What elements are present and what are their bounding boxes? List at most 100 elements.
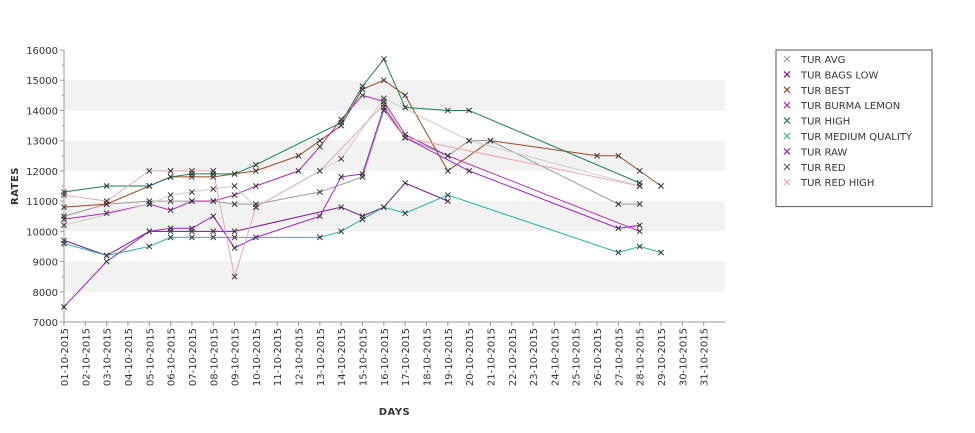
data-point (188, 198, 195, 205)
data-point (466, 167, 473, 174)
x-tick-label: 10-10-2015 (252, 328, 263, 386)
data-point (658, 249, 664, 256)
data-point (380, 101, 387, 108)
y-tick-label: 15000 (26, 76, 58, 87)
legend-label: TUR BEST (800, 86, 851, 97)
data-point (146, 243, 153, 250)
data-point (103, 258, 110, 265)
grid-band (64, 261, 725, 292)
data-point (231, 245, 238, 251)
data-point (636, 228, 643, 235)
x-tick-label: 22-10-2015 (508, 328, 519, 386)
legend-label: TUR AVG (800, 55, 845, 66)
data-point (444, 192, 451, 199)
series-line (63, 94, 640, 232)
legend-label: TUR BURMA LEMON (800, 101, 900, 112)
x-tick-label: 28-10-2015 (636, 328, 647, 386)
data-point (359, 83, 366, 90)
data-point (380, 56, 387, 63)
data-point (466, 107, 473, 114)
y-tick-label: 16000 (26, 46, 58, 57)
data-point (167, 173, 174, 180)
data-point (316, 189, 323, 195)
legend-label: TUR MEDIUM QUALITY (800, 132, 913, 143)
y-tick-label: 12000 (26, 167, 58, 178)
data-point (188, 189, 195, 195)
data-point (402, 134, 409, 141)
x-tick-label: 25-10-2015 (572, 328, 583, 386)
x-tick-label: 30-10-2015 (678, 328, 689, 386)
data-point (402, 92, 409, 99)
data-point (615, 249, 622, 256)
data-point (338, 155, 345, 162)
series-markers (61, 192, 664, 259)
y-axis-title: RATES (10, 167, 21, 205)
data-point (167, 234, 174, 241)
x-tick-label: 08-10-2015 (209, 328, 220, 386)
legend-label: TUR HIGH (800, 117, 850, 128)
series-markers (61, 56, 643, 195)
y-tick-label: 13000 (26, 137, 58, 148)
data-point (636, 201, 643, 208)
y-tick-label: 14000 (26, 106, 58, 117)
grid-band (64, 140, 725, 171)
y-tick-label: 11000 (26, 197, 58, 208)
data-point (61, 303, 67, 310)
x-tick-label: 13-10-2015 (316, 328, 327, 386)
legend: TUR AVG TUR BAGS LOW TUR BEST TUR BURMA LEM… (775, 49, 933, 208)
data-point (359, 216, 366, 223)
data-point (316, 167, 323, 174)
data-point (231, 192, 238, 199)
legend-marker (783, 163, 791, 171)
data-point (61, 216, 67, 223)
x-tick-label: 15-10-2015 (359, 328, 370, 386)
x-tick-label: 07-10-2015 (188, 328, 199, 386)
data-point (636, 183, 643, 189)
x-tick-label: 31-10-2015 (700, 328, 711, 386)
data-point (359, 92, 366, 99)
data-point (466, 137, 473, 144)
data-point (103, 210, 110, 217)
data-point (61, 204, 67, 211)
x-tick-label: 05-10-2015 (145, 328, 156, 386)
x-tick-label: 27-10-2015 (614, 328, 625, 386)
data-point (146, 167, 153, 174)
legend-label: TUR RED HIGH (800, 178, 874, 189)
data-point (188, 167, 195, 174)
data-point (146, 228, 153, 235)
data-point (146, 183, 153, 189)
data-point (210, 198, 217, 205)
x-axis: 01-10-2015 02-10-2015 03-10-2015 04-10-2015… (60, 321, 725, 386)
data-point (146, 201, 153, 208)
data-point (231, 234, 238, 241)
data-point (359, 170, 366, 177)
data-point (338, 173, 345, 180)
data-point (210, 213, 217, 220)
x-axis-title: DAYS (379, 407, 411, 418)
x-tick-label: 12-10-2015 (295, 328, 306, 386)
y-axis: 7000 8000 9000 10000 11000 12000 13000 14000 150… (26, 46, 65, 329)
legend-marker (783, 101, 791, 109)
legend-label: TUR RAW (800, 147, 847, 158)
x-tick-label: 01-10-2015 (60, 328, 71, 386)
legend-label: TUR BAGS LOW (800, 70, 878, 81)
data-point (231, 183, 238, 189)
series-markers (61, 92, 643, 235)
data-point (252, 167, 259, 174)
x-tick-label: 09-10-2015 (231, 328, 242, 386)
data-point (210, 228, 217, 235)
data-point (210, 234, 217, 241)
data-point (636, 222, 643, 229)
x-tick-label: 21-10-2015 (486, 328, 497, 386)
x-tick-label: 19-10-2015 (444, 328, 455, 386)
data-point (188, 234, 195, 241)
legend-marker (783, 55, 791, 63)
data-point (231, 228, 238, 235)
x-tick-label: 18-10-2015 (422, 328, 433, 386)
data-point (487, 137, 494, 144)
x-tick-label: 04-10-2015 (124, 328, 135, 386)
data-point (61, 192, 67, 199)
data-point (231, 170, 238, 177)
data-point (295, 167, 302, 174)
